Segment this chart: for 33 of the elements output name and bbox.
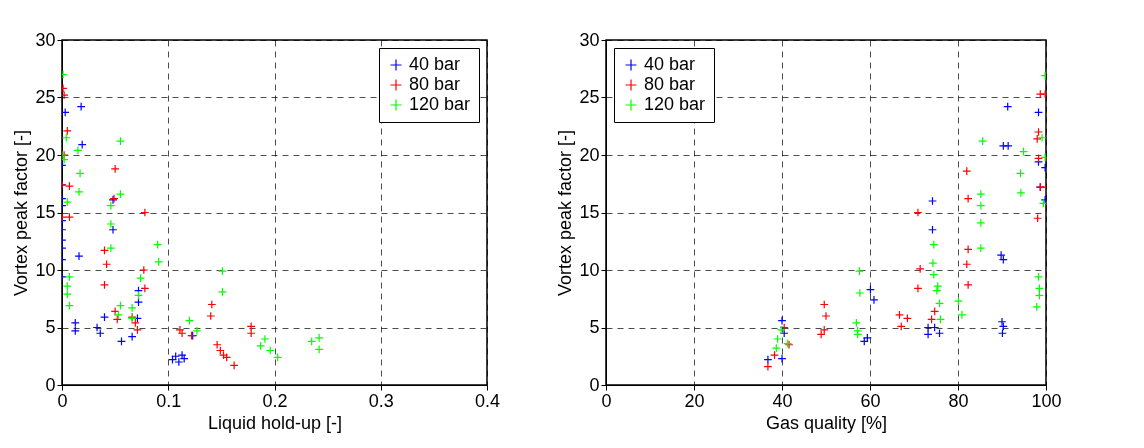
x-axis-title: Liquid hold-up [-] [207,412,343,433]
x-tick-label: 80 [948,390,969,411]
x-axis-title: Gas quality [%] [765,412,888,433]
y-tick-label: 5 [589,317,600,337]
legend-label: 120 bar [409,94,471,114]
x-tick-label: 20 [684,390,705,411]
y-tick-label: 30 [579,29,600,50]
legend-label: 80 bar [644,74,696,94]
y-tick-label: 5 [45,317,56,337]
legend-label: 120 bar [644,94,706,114]
legend-label: 80 bar [409,74,461,94]
y-tick-label: 0 [45,374,56,395]
y-tick-label: 30 [35,29,56,50]
y-tick-label: 25 [579,87,600,107]
y-tick-label: 25 [35,87,56,107]
y-tick-label: 10 [35,259,56,280]
x-tick-label: 0.4 [474,390,501,411]
legend-label: 40 bar [644,54,696,74]
x-tick-label: 40 [772,390,793,411]
x-tick-label: 0.1 [156,390,182,411]
x-tick-label: 0.2 [262,390,288,411]
y-tick-label: 20 [579,144,600,165]
y-tick-label: 10 [579,259,600,280]
y-axis-title: Vortex peak factor [-] [11,129,32,297]
x-tick-label: 0.3 [368,390,394,411]
x-tick-label: 100 [1031,390,1062,411]
y-tick-label: 15 [35,202,56,222]
y-axis-title: Vortex peak factor [-] [555,129,576,297]
legend-label: 40 bar [409,54,461,74]
y-tick-label: 0 [589,374,600,395]
y-tick-label: 15 [579,202,600,222]
y-tick-label: 20 [35,144,56,165]
x-tick-label: 60 [860,390,881,411]
